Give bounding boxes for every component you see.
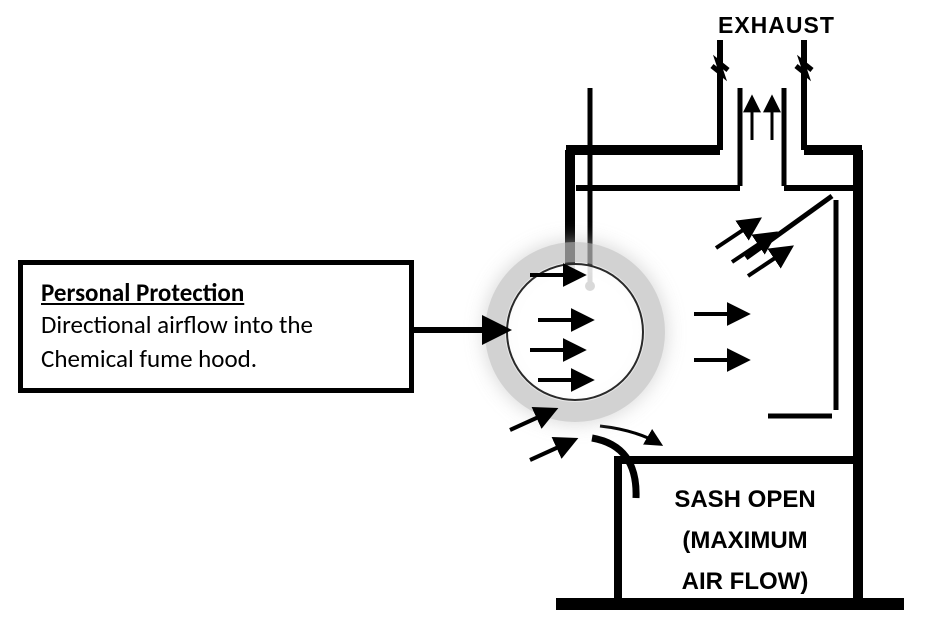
diagram-svg [0, 0, 942, 641]
